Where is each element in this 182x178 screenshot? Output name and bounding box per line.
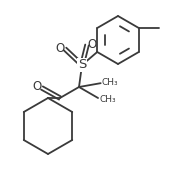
Text: O: O xyxy=(55,41,65,54)
Text: CH₃: CH₃ xyxy=(102,78,118,87)
Text: CH₃: CH₃ xyxy=(99,95,116,103)
Text: O: O xyxy=(32,80,41,93)
Text: O: O xyxy=(87,38,97,51)
Text: S: S xyxy=(78,59,86,72)
